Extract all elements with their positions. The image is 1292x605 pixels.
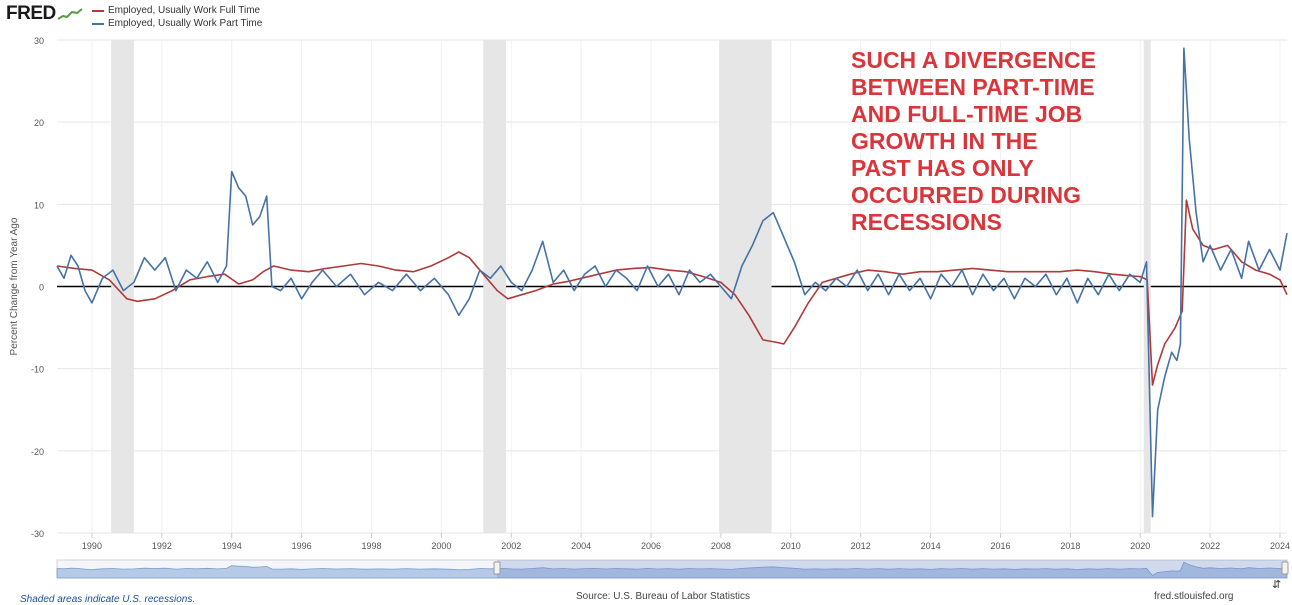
y-tick-label: -30 xyxy=(31,529,44,539)
x-tick-label: 2010 xyxy=(781,541,801,551)
annotation-line: BETWEEN PART-TIME xyxy=(851,74,1095,100)
chart-annotation: SUCH A DIVERGENCE BETWEEN PART-TIME AND … xyxy=(851,47,1151,236)
x-tick-label: 2024 xyxy=(1270,541,1290,551)
x-tick-label: 2002 xyxy=(501,541,521,551)
x-tick-label: 1992 xyxy=(152,541,172,551)
legend-swatch-part-time xyxy=(92,22,104,25)
x-tick-label: 2000 xyxy=(431,541,451,551)
legend-item-part-time[interactable]: Employed, Usually Work Part Time xyxy=(92,17,262,30)
x-tick-label: 1998 xyxy=(361,541,381,551)
x-tick-label: 2006 xyxy=(641,541,661,551)
source-note: Source: U.S. Bureau of Labor Statistics xyxy=(576,591,750,602)
navigator-handle-left xyxy=(493,561,501,575)
annotation-line: GROWTH IN THE xyxy=(851,128,1038,154)
x-tick-label: 1996 xyxy=(292,541,312,551)
x-tick-label: 2022 xyxy=(1200,541,1220,551)
navigator-handle-right xyxy=(1281,561,1289,575)
series-lines xyxy=(56,47,1288,518)
y-tick-label: 10 xyxy=(34,200,44,210)
x-tick-label: 2016 xyxy=(990,541,1010,551)
series-line-full-time xyxy=(56,199,1288,386)
y-tick-label: 0 xyxy=(39,283,44,293)
annotation-line: PAST HAS ONLY xyxy=(851,155,1034,181)
series-line-part-time xyxy=(56,47,1288,518)
recession-band xyxy=(111,40,134,533)
x-tick-label: 2018 xyxy=(1060,541,1080,551)
fred-logo[interactable]: FRED xyxy=(6,3,83,25)
y-axis-label: Percent Change from Year Ago xyxy=(9,217,20,355)
legend-label-part-time: Employed, Usually Work Part Time xyxy=(108,18,263,29)
grid-lines xyxy=(57,39,1287,534)
legend-label-full-time: Employed, Usually Work Full Time xyxy=(108,5,261,16)
x-tick-label: 2012 xyxy=(851,541,871,551)
recession-band xyxy=(719,40,772,533)
y-tick-label: -20 xyxy=(31,447,44,457)
annotation-line: OCCURRED DURING xyxy=(851,182,1081,208)
fred-logo-text: FRED xyxy=(6,3,56,24)
line-chart-icon xyxy=(57,8,83,20)
y-tick-label: 30 xyxy=(34,36,44,46)
legend-item-full-time[interactable]: Employed, Usually Work Full Time xyxy=(92,4,262,17)
navigator-series xyxy=(56,561,1288,579)
range-navigator[interactable] xyxy=(56,559,1289,579)
annotation-line: SUCH A DIVERGENCE xyxy=(851,47,1096,73)
legend-swatch-full-time xyxy=(92,9,104,12)
x-tick-label: 2020 xyxy=(1130,541,1150,551)
annotation-line: AND FULL-TIME JOB xyxy=(851,101,1083,127)
y-tick-label: -10 xyxy=(31,365,44,375)
x-tick-label: 2004 xyxy=(571,541,591,551)
navigator-selection xyxy=(497,560,1287,578)
x-tick-label: 2014 xyxy=(921,541,941,551)
x-tick-label: 1994 xyxy=(222,541,242,551)
y-tick-label: 20 xyxy=(34,118,44,128)
annotation-line: RECESSIONS xyxy=(851,209,1002,235)
x-tick-label: 2008 xyxy=(711,541,731,551)
x-tick-label: 1990 xyxy=(82,541,102,551)
chart-legend: Employed, Usually Work Full Time Employe… xyxy=(92,4,262,30)
expand-icon[interactable]: ⇵ xyxy=(1272,579,1282,591)
site-link[interactable]: fred.stlouisfed.org xyxy=(1154,591,1234,602)
recession-note: Shaded areas indicate U.S. recessions. xyxy=(20,594,196,605)
